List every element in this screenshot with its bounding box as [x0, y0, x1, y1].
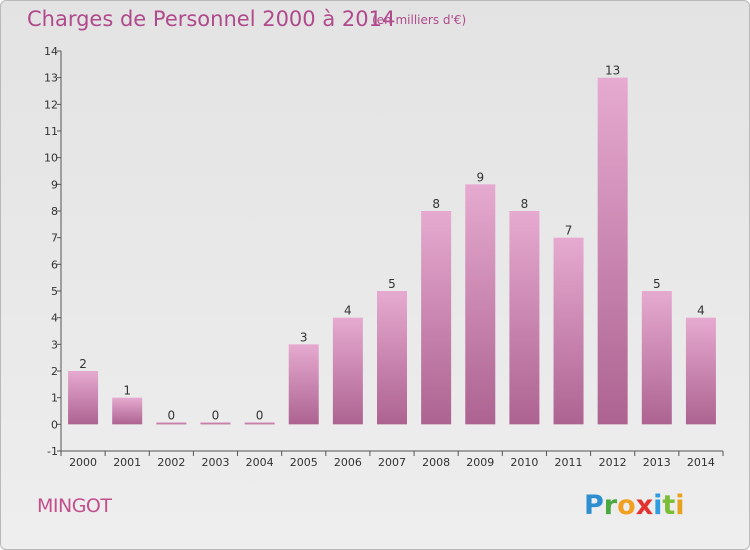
bar-2009 — [465, 184, 496, 425]
y-tick-label: 6 — [51, 258, 58, 271]
bar-2006 — [332, 317, 363, 425]
data-label-2001: 1 — [123, 384, 131, 398]
data-label-2002: 0 — [168, 408, 176, 422]
data-label-2013: 5 — [653, 277, 661, 291]
commune-name: MINGOT — [37, 495, 112, 517]
y-tick-label: 11 — [44, 125, 58, 138]
bar-2011 — [553, 237, 584, 425]
data-label-2008: 8 — [432, 197, 440, 211]
x-tick-label: 2012 — [599, 456, 627, 469]
x-tick-label: 2003 — [201, 456, 229, 469]
chart-unit: (en milliers d'€) — [372, 13, 467, 27]
data-label-2012: 13 — [605, 64, 620, 78]
y-tick-label: 13 — [44, 72, 58, 85]
bar-2010 — [509, 211, 540, 425]
y-tick-label: 9 — [51, 178, 58, 191]
bar-2008 — [421, 211, 452, 425]
x-tick-label: 2000 — [69, 456, 97, 469]
data-label-2009: 9 — [476, 170, 484, 184]
data-label-2005: 3 — [300, 330, 308, 344]
chart-title: Charges de Personnel 2000 à 2014 — [27, 7, 396, 31]
y-tick-label: 0 — [51, 418, 58, 431]
x-tick-label: 2014 — [687, 456, 715, 469]
data-label-2003: 0 — [212, 408, 220, 422]
bar-2013 — [641, 291, 672, 425]
data-label-2006: 4 — [344, 304, 352, 318]
proxiti-logo: Proxiti — [584, 490, 685, 521]
bar-2014 — [685, 317, 716, 425]
x-tick-label: 2009 — [466, 456, 494, 469]
data-label-2014: 4 — [697, 304, 705, 318]
x-tick-label: 2011 — [555, 456, 583, 469]
bar-2001 — [112, 397, 143, 425]
x-tick-label: 2008 — [422, 456, 450, 469]
bar-2005 — [288, 344, 319, 425]
data-label-2007: 5 — [388, 277, 396, 291]
x-tick-label: 2013 — [643, 456, 671, 469]
data-label-2004: 0 — [256, 408, 264, 422]
bar-2000 — [68, 371, 99, 425]
y-tick-label: 3 — [51, 338, 58, 351]
x-tick-label: 2006 — [334, 456, 362, 469]
y-tick-label: 7 — [51, 232, 58, 245]
y-tick-label: 14 — [44, 45, 58, 58]
data-label-2000: 2 — [79, 357, 87, 371]
bar-2002 — [156, 422, 187, 425]
x-tick-label: 2002 — [157, 456, 185, 469]
data-label-2011: 7 — [565, 224, 573, 238]
y-tick-label: 4 — [51, 312, 58, 325]
x-tick-label: 2001 — [113, 456, 141, 469]
y-tick-label: 2 — [51, 365, 58, 378]
y-tick-label: 8 — [51, 205, 58, 218]
y-tick-label: 12 — [44, 98, 58, 111]
x-tick-label: 2005 — [290, 456, 318, 469]
x-tick-label: 2007 — [378, 456, 406, 469]
bar-2004 — [244, 422, 275, 425]
y-tick-label: 1 — [51, 392, 58, 405]
bar-2007 — [377, 291, 407, 425]
y-tick-label: 5 — [51, 285, 58, 298]
bar-2012 — [597, 77, 628, 425]
x-tick-label: 2010 — [510, 456, 538, 469]
x-tick-label: 2004 — [246, 456, 274, 469]
bar-2003 — [200, 422, 231, 425]
y-tick-label: -1 — [47, 445, 58, 458]
data-label-2010: 8 — [521, 197, 529, 211]
y-tick-label: 10 — [44, 152, 58, 165]
